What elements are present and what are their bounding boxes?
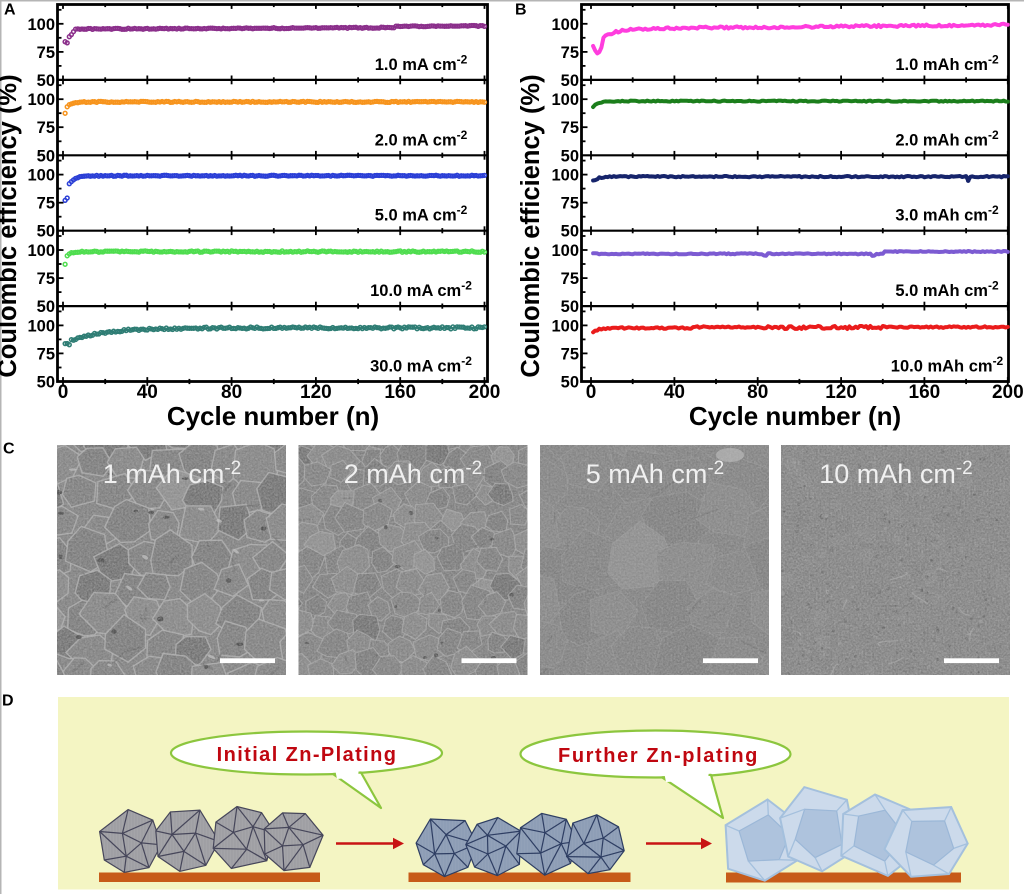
svg-text:100: 100 xyxy=(551,91,579,109)
svg-text:75: 75 xyxy=(37,119,55,137)
svg-text:B: B xyxy=(515,2,527,19)
svg-text:75: 75 xyxy=(37,270,55,288)
svg-text:100: 100 xyxy=(27,16,55,34)
svg-text:0: 0 xyxy=(58,382,69,403)
svg-text:75: 75 xyxy=(37,195,55,213)
svg-text:Cycle number (n): Cycle number (n) xyxy=(689,401,901,431)
svg-text:100: 100 xyxy=(27,242,55,260)
svg-text:50: 50 xyxy=(561,374,579,392)
svg-text:50: 50 xyxy=(37,298,55,316)
svg-text:120: 120 xyxy=(825,382,857,403)
svg-text:75: 75 xyxy=(561,270,579,288)
svg-text:100: 100 xyxy=(27,91,55,109)
svg-text:5 mAh cm-2: 5 mAh cm-2 xyxy=(586,458,724,489)
svg-text:100: 100 xyxy=(27,167,55,185)
svg-text:200: 200 xyxy=(469,382,501,403)
svg-text:10.0 mA cm-2: 10.0 mA cm-2 xyxy=(370,279,472,301)
svg-text:75: 75 xyxy=(561,195,579,213)
svg-text:75: 75 xyxy=(37,345,55,363)
svg-text:5.0 mAh cm-2: 5.0 mAh cm-2 xyxy=(895,279,999,301)
svg-text:75: 75 xyxy=(37,44,55,62)
svg-text:Initial Zn-Plating: Initial Zn-Plating xyxy=(217,744,398,766)
svg-text:120: 120 xyxy=(300,382,332,403)
svg-text:2.0 mAh cm-2: 2.0 mAh cm-2 xyxy=(895,128,999,150)
svg-text:200: 200 xyxy=(992,382,1024,403)
svg-text:50: 50 xyxy=(37,72,55,90)
svg-text:Coulombic efficiency (%): Coulombic efficiency (%) xyxy=(517,74,545,377)
svg-text:Coulombic efficiency (%): Coulombic efficiency (%) xyxy=(0,74,22,377)
svg-text:10 mAh cm-2: 10 mAh cm-2 xyxy=(819,458,972,489)
svg-text:1 mAh cm-2: 1 mAh cm-2 xyxy=(103,458,241,489)
svg-text:80: 80 xyxy=(221,382,242,403)
svg-text:75: 75 xyxy=(561,345,579,363)
svg-text:50: 50 xyxy=(37,223,55,241)
svg-text:50: 50 xyxy=(561,298,579,316)
svg-text:75: 75 xyxy=(561,119,579,137)
svg-text:C: C xyxy=(3,441,15,458)
svg-text:100: 100 xyxy=(27,317,55,335)
svg-text:100: 100 xyxy=(551,16,579,34)
svg-text:A: A xyxy=(4,2,16,19)
svg-text:0: 0 xyxy=(586,382,597,403)
svg-text:1.0 mAh cm-2: 1.0 mAh cm-2 xyxy=(895,52,999,74)
svg-text:40: 40 xyxy=(664,382,685,403)
svg-text:D: D xyxy=(2,693,14,710)
svg-text:160: 160 xyxy=(384,382,416,403)
svg-text:50: 50 xyxy=(561,223,579,241)
svg-text:40: 40 xyxy=(137,382,158,403)
svg-text:10.0 mAh cm-2: 10.0 mAh cm-2 xyxy=(891,354,1004,376)
svg-text:Cycle number (n): Cycle number (n) xyxy=(167,401,379,431)
svg-text:100: 100 xyxy=(551,242,579,260)
svg-text:50: 50 xyxy=(561,72,579,90)
svg-text:1.0 mA cm-2: 1.0 mA cm-2 xyxy=(375,52,468,74)
svg-text:100: 100 xyxy=(551,317,579,335)
svg-text:160: 160 xyxy=(909,382,941,403)
svg-text:50: 50 xyxy=(37,147,55,165)
svg-text:75: 75 xyxy=(561,44,579,62)
svg-text:50: 50 xyxy=(561,147,579,165)
svg-text:Further Zn-plating: Further Zn-plating xyxy=(558,745,759,767)
svg-text:2.0 mA cm-2: 2.0 mA cm-2 xyxy=(375,128,468,150)
svg-text:50: 50 xyxy=(37,374,55,392)
svg-text:80: 80 xyxy=(747,382,768,403)
svg-text:30.0 mA cm-2: 30.0 mA cm-2 xyxy=(370,354,472,376)
svg-text:3.0 mAh cm-2: 3.0 mAh cm-2 xyxy=(895,203,999,225)
svg-text:5.0 mA cm-2: 5.0 mA cm-2 xyxy=(375,203,468,225)
svg-text:2 mAh cm-2: 2 mAh cm-2 xyxy=(344,458,482,489)
svg-text:100: 100 xyxy=(551,167,579,185)
